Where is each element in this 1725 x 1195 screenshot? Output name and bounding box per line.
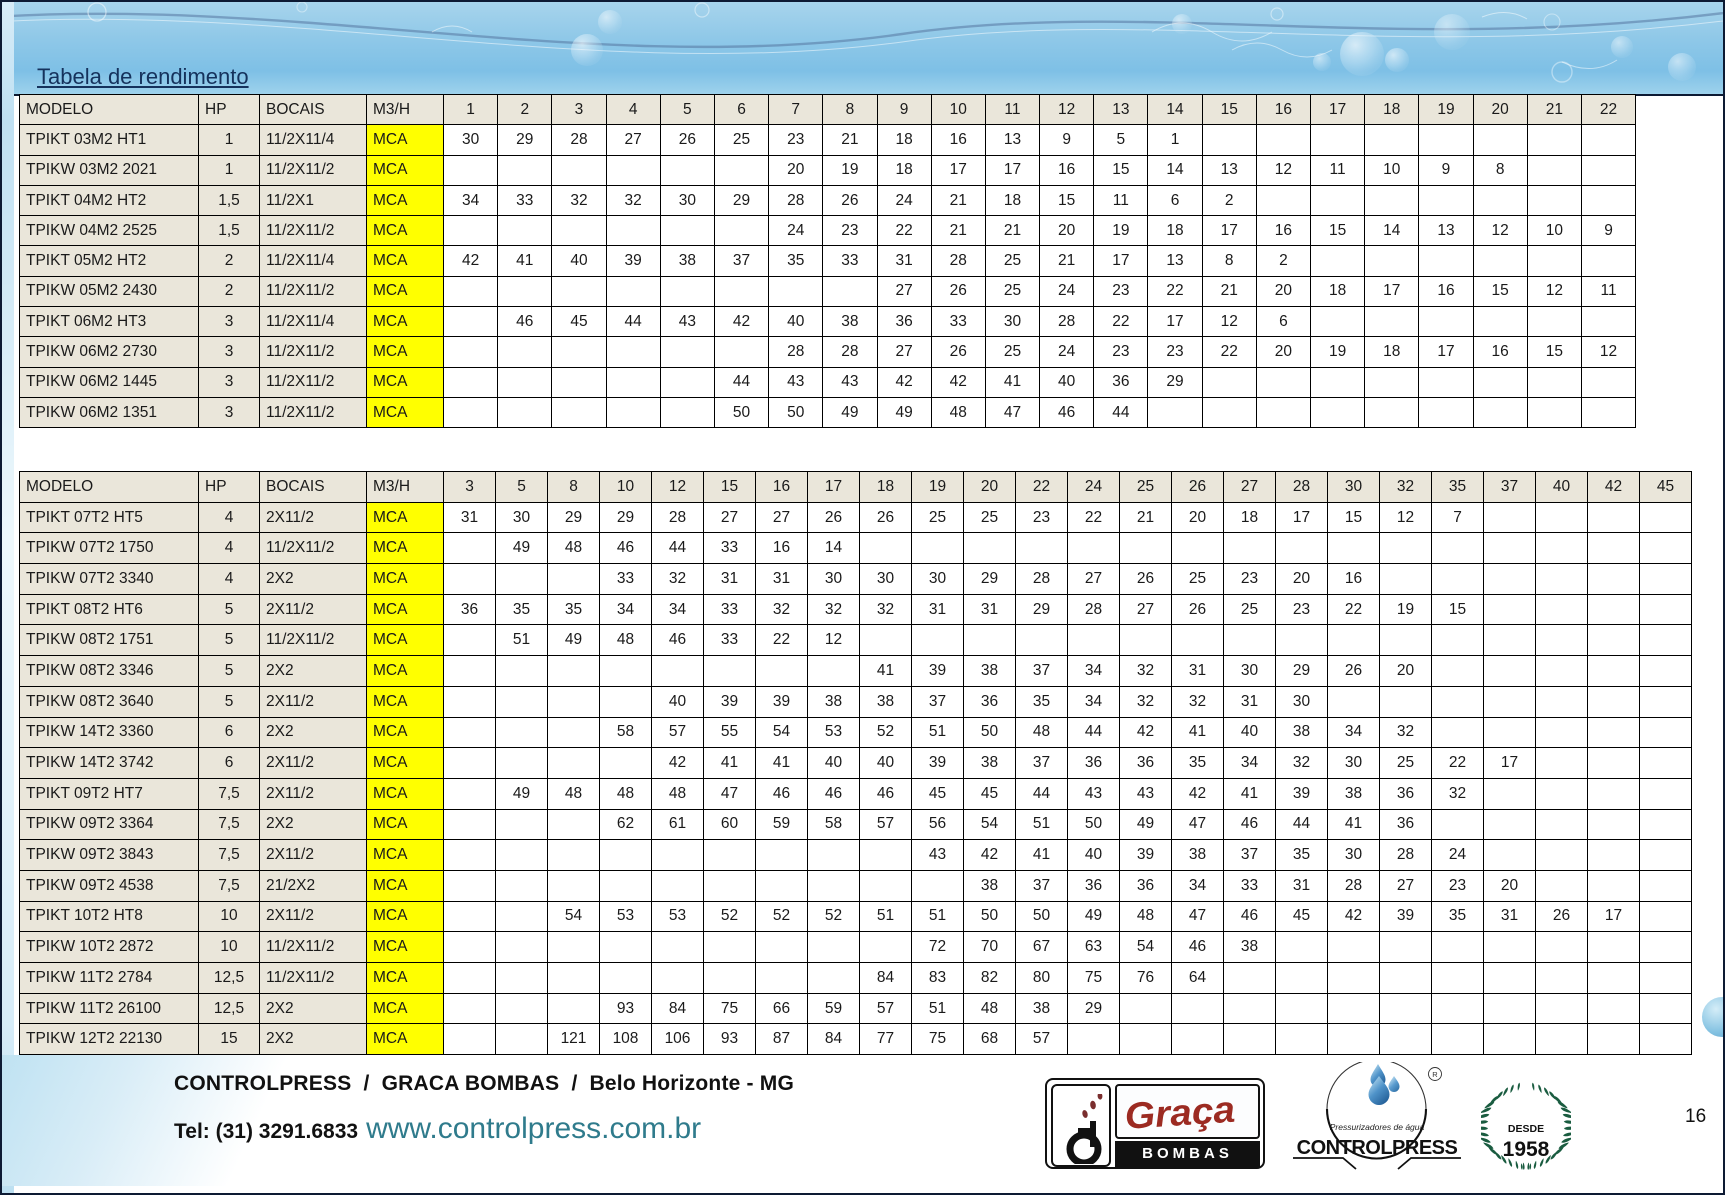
svg-text:R: R — [1432, 1070, 1438, 1079]
svg-text:DESDE: DESDE — [1508, 1123, 1544, 1135]
svg-text:CONTROLPRESS: CONTROLPRESS — [1297, 1137, 1458, 1159]
svg-text:1958: 1958 — [1503, 1138, 1550, 1161]
svg-text:Graça: Graça — [1123, 1089, 1236, 1137]
svg-text:Pressurizadores de água: Pressurizadores de água — [1330, 1122, 1425, 1132]
